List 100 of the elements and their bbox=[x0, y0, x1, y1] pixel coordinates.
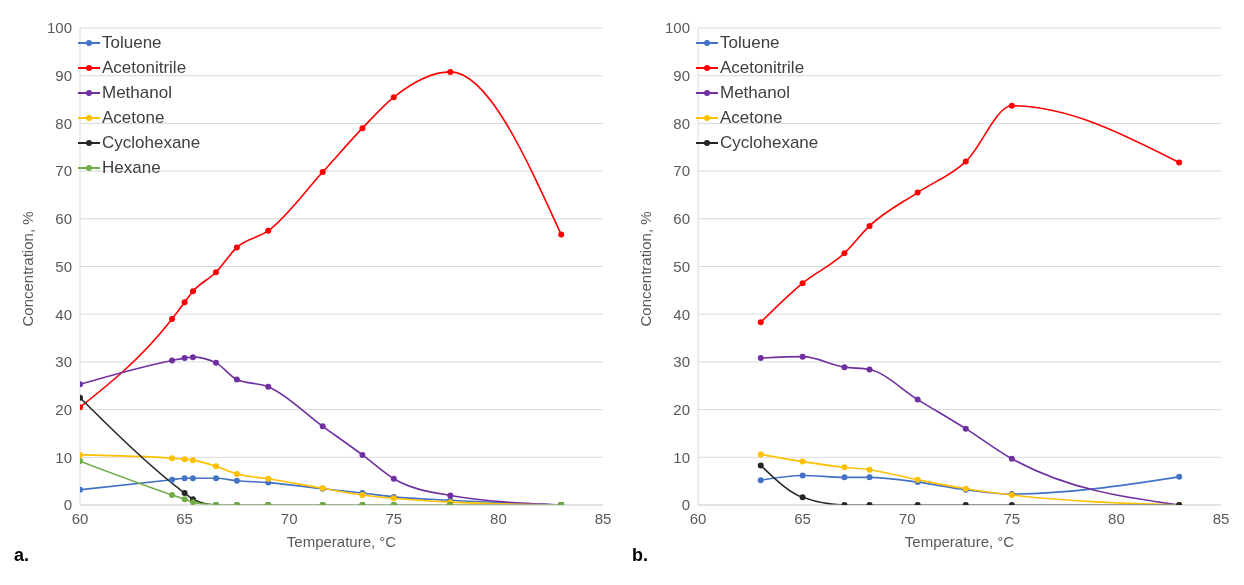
legend-label: Toluene bbox=[720, 32, 780, 54]
point bbox=[757, 477, 764, 484]
point bbox=[799, 494, 806, 501]
x-tick-label: 65 bbox=[176, 509, 193, 527]
point bbox=[841, 364, 848, 371]
x-tick-label: 75 bbox=[385, 509, 403, 527]
x-tick-label: 85 bbox=[1212, 509, 1230, 527]
x-tick-label: 70 bbox=[280, 509, 298, 527]
y-tick-label: 10 bbox=[673, 448, 690, 466]
legend-label: Acetonitrile bbox=[102, 57, 187, 79]
legend-label: Methanol bbox=[720, 82, 790, 104]
point bbox=[866, 466, 873, 473]
legend-label: Hexane bbox=[102, 157, 161, 179]
y-tick-label: 0 bbox=[63, 496, 72, 514]
point bbox=[757, 355, 764, 362]
point bbox=[841, 474, 848, 481]
point bbox=[799, 458, 806, 465]
point bbox=[1008, 455, 1015, 462]
y-tick-label: 90 bbox=[55, 67, 72, 85]
point bbox=[841, 464, 848, 471]
y-tick-label: 10 bbox=[55, 448, 72, 466]
legend-label: Cyclohexane bbox=[102, 132, 201, 154]
point bbox=[233, 376, 240, 383]
y-tick-label: 40 bbox=[55, 305, 72, 323]
x-tick-label: 70 bbox=[898, 509, 916, 527]
point bbox=[866, 222, 873, 229]
point bbox=[233, 471, 240, 477]
point bbox=[1176, 159, 1183, 166]
point bbox=[181, 456, 188, 463]
y-axis-title: Concentration, % bbox=[637, 211, 655, 327]
point bbox=[169, 455, 176, 462]
point bbox=[233, 244, 240, 251]
point bbox=[169, 315, 176, 322]
point bbox=[799, 280, 806, 287]
point bbox=[1176, 473, 1183, 480]
point bbox=[212, 475, 219, 482]
point bbox=[181, 490, 188, 497]
legend-label: Methanol bbox=[102, 82, 172, 104]
point bbox=[169, 491, 176, 498]
x-tick-label: 75 bbox=[1003, 509, 1021, 527]
legend-label: Acetonitrile bbox=[720, 57, 805, 79]
point bbox=[181, 355, 188, 362]
legend-label: Acetone bbox=[102, 107, 165, 129]
point bbox=[962, 425, 969, 432]
text: b. bbox=[632, 545, 648, 565]
y-tick-label: 70 bbox=[55, 162, 72, 180]
point bbox=[390, 94, 397, 101]
point bbox=[359, 451, 366, 458]
text: a. bbox=[14, 545, 30, 565]
x-tick-label: 60 bbox=[71, 509, 89, 527]
point bbox=[181, 299, 188, 306]
x-tick-label: 80 bbox=[1108, 509, 1125, 527]
point bbox=[265, 475, 272, 482]
point bbox=[447, 492, 454, 499]
legend-label: Cyclohexane bbox=[720, 132, 819, 154]
point bbox=[189, 288, 196, 295]
point bbox=[265, 227, 272, 234]
point bbox=[914, 396, 921, 403]
y-tick-label: 30 bbox=[55, 353, 72, 371]
point bbox=[359, 125, 366, 132]
point bbox=[757, 319, 764, 326]
point bbox=[757, 462, 764, 469]
y-tick-label: 50 bbox=[55, 257, 72, 275]
y-axis-title: Concentration, % bbox=[19, 211, 37, 327]
y-tick-label: 80 bbox=[55, 114, 72, 132]
point bbox=[212, 269, 219, 276]
y-tick-label: 80 bbox=[673, 114, 690, 132]
y-tick-label: 50 bbox=[673, 257, 690, 275]
point bbox=[181, 475, 188, 482]
x-axis-title: Temperature, °C bbox=[904, 533, 1015, 550]
point bbox=[757, 451, 764, 458]
point bbox=[1008, 102, 1015, 109]
y-tick-label: 40 bbox=[673, 305, 690, 323]
y-tick-label: 60 bbox=[55, 210, 72, 228]
point bbox=[866, 474, 873, 481]
y-tick-label: 20 bbox=[673, 400, 690, 418]
x-tick-label: 85 bbox=[594, 509, 612, 527]
legend-label: Acetone bbox=[720, 107, 783, 129]
point bbox=[390, 475, 397, 482]
point bbox=[212, 463, 219, 470]
point bbox=[799, 353, 806, 360]
x-tick-label: 65 bbox=[794, 509, 811, 527]
point bbox=[914, 189, 921, 196]
y-tick-label: 0 bbox=[681, 496, 690, 514]
y-tick-label: 100 bbox=[46, 19, 72, 37]
point bbox=[841, 250, 848, 257]
point bbox=[962, 158, 969, 165]
point bbox=[233, 477, 240, 484]
point bbox=[189, 457, 196, 464]
y-tick-label: 30 bbox=[673, 353, 690, 371]
point bbox=[169, 357, 176, 364]
y-tick-label: 100 bbox=[664, 19, 690, 37]
point bbox=[181, 496, 188, 503]
x-tick-label: 80 bbox=[490, 509, 507, 527]
x-tick-label: 60 bbox=[689, 509, 707, 527]
point bbox=[265, 383, 272, 390]
y-tick-label: 20 bbox=[55, 400, 72, 418]
point bbox=[212, 359, 219, 366]
point bbox=[189, 475, 196, 482]
y-tick-label: 90 bbox=[673, 67, 690, 85]
